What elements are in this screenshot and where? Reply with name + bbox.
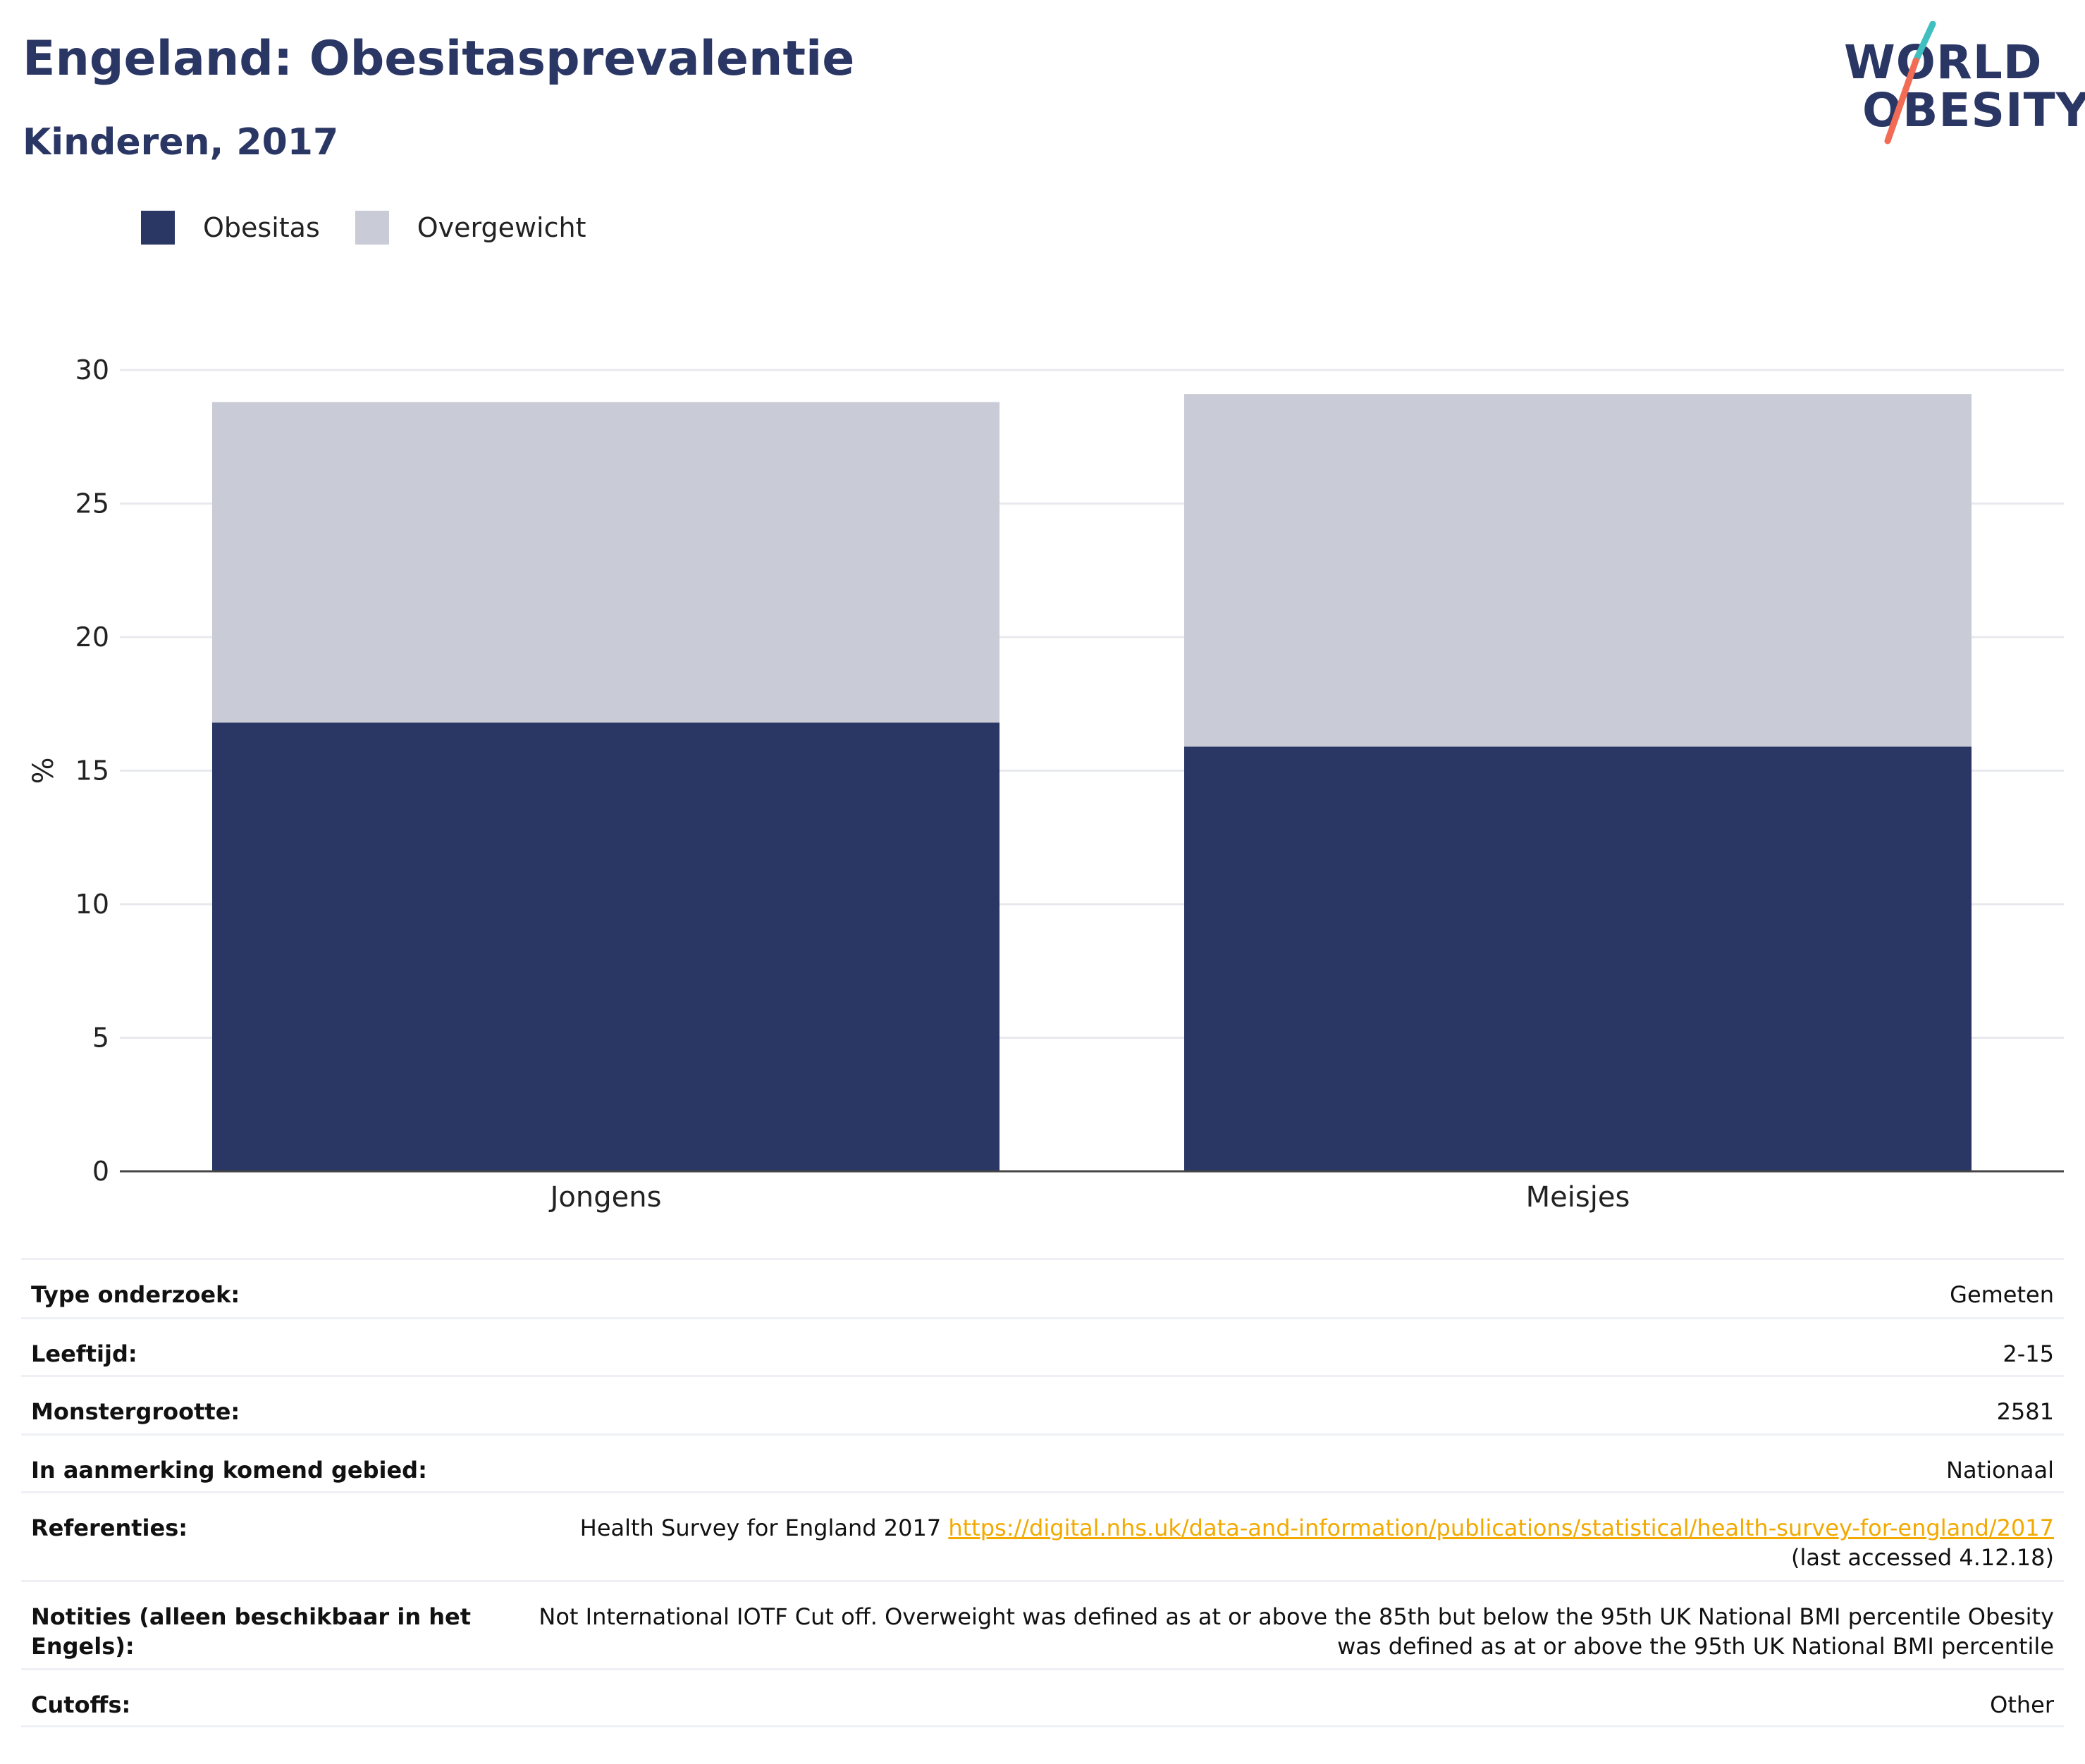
x-tick-label: Meisjes xyxy=(1526,1181,1630,1214)
y-tick-label: 30 xyxy=(75,354,109,386)
bar-overgewicht-jongens xyxy=(212,402,1000,723)
y-tick-label: 0 xyxy=(92,1156,109,1187)
info-row-notes: Notities (alleen beschikbaar in het Enge… xyxy=(21,1580,2064,1668)
reference-link[interactable]: https://digital.nhs.uk/data-and-informat… xyxy=(948,1515,2054,1541)
info-row-type: Type onderzoek: Gemeten xyxy=(21,1258,2064,1317)
bar-chart: 0 5 10 15 20 25 30% Jongens Meisjes xyxy=(27,354,2064,1214)
info-row-age: Leeftijd: 2-15 xyxy=(21,1317,2064,1375)
info-label: Monstergrootte: xyxy=(31,1398,240,1425)
reference-text: Health Survey for England 2017 xyxy=(579,1515,949,1541)
reference-accessed: (last accessed 4.12.18) xyxy=(1791,1544,2054,1571)
legend-swatch-obesitas xyxy=(141,211,175,245)
y-tick-label: 25 xyxy=(75,488,109,519)
info-value: 2581 xyxy=(1996,1398,2054,1425)
info-row-references: Referenties: Health Survey for England 2… xyxy=(21,1491,2064,1580)
info-value: Not International IOTF Cut off. Overweig… xyxy=(539,1603,2054,1660)
bar-overgewicht-meisjes xyxy=(1184,394,1972,747)
legend-item-obesitas[interactable]: Obesitas xyxy=(141,211,320,245)
info-label: Notities (alleen beschikbaar in het Enge… xyxy=(31,1603,472,1660)
logo-slash-icon xyxy=(1884,21,1936,144)
world-obesity-logo: WORLD OBESITY xyxy=(1833,21,2085,148)
y-tick-label: 20 xyxy=(75,622,109,653)
page-title: Engeland: Obesitasprevalentie xyxy=(23,31,855,87)
info-value: Other xyxy=(1990,1691,2054,1718)
info-label: Leeftijd: xyxy=(31,1340,137,1367)
y-tick-label: 10 xyxy=(75,889,109,920)
info-table: Type onderzoek: Gemeten Leeftijd: 2-15 M… xyxy=(21,1258,2064,1727)
info-value: Nationaal xyxy=(1946,1457,2054,1484)
y-tick-label: 15 xyxy=(75,755,109,787)
info-label: Referenties: xyxy=(31,1515,188,1541)
info-row-sample: Monstergrootte: 2581 xyxy=(21,1375,2064,1433)
info-row-area: In aanmerking komend gebied: Nationaal xyxy=(21,1433,2064,1491)
x-tick-label: Jongens xyxy=(548,1181,662,1214)
y-tick-label: 5 xyxy=(92,1023,109,1054)
legend-swatch-overgewicht xyxy=(355,211,389,245)
info-value: 2-15 xyxy=(2003,1340,2054,1367)
info-value: Gemeten xyxy=(1950,1281,2054,1308)
logo-word-world: WORLD xyxy=(1844,35,2043,90)
info-label: In aanmerking komend gebied: xyxy=(31,1457,427,1484)
y-axis-label: % xyxy=(27,757,60,784)
bar-obesitas-meisjes xyxy=(1184,746,1972,1171)
bar-obesitas-jongens xyxy=(212,722,1000,1171)
info-row-cutoffs: Cutoffs: Other xyxy=(21,1668,2064,1727)
info-value-references: Health Survey for England 2017 https://d… xyxy=(580,1493,2054,1580)
legend-label-obesitas: Obesitas xyxy=(203,212,320,243)
legend-item-overgewicht[interactable]: Overgewicht xyxy=(355,211,586,245)
legend: Obesitas Overgewicht xyxy=(141,210,622,245)
legend-label-overgewicht: Overgewicht xyxy=(417,212,586,243)
info-label: Type onderzoek: xyxy=(31,1281,240,1308)
page-subtitle: Kinderen, 2017 xyxy=(23,121,339,164)
info-label: Cutoffs: xyxy=(31,1691,131,1718)
